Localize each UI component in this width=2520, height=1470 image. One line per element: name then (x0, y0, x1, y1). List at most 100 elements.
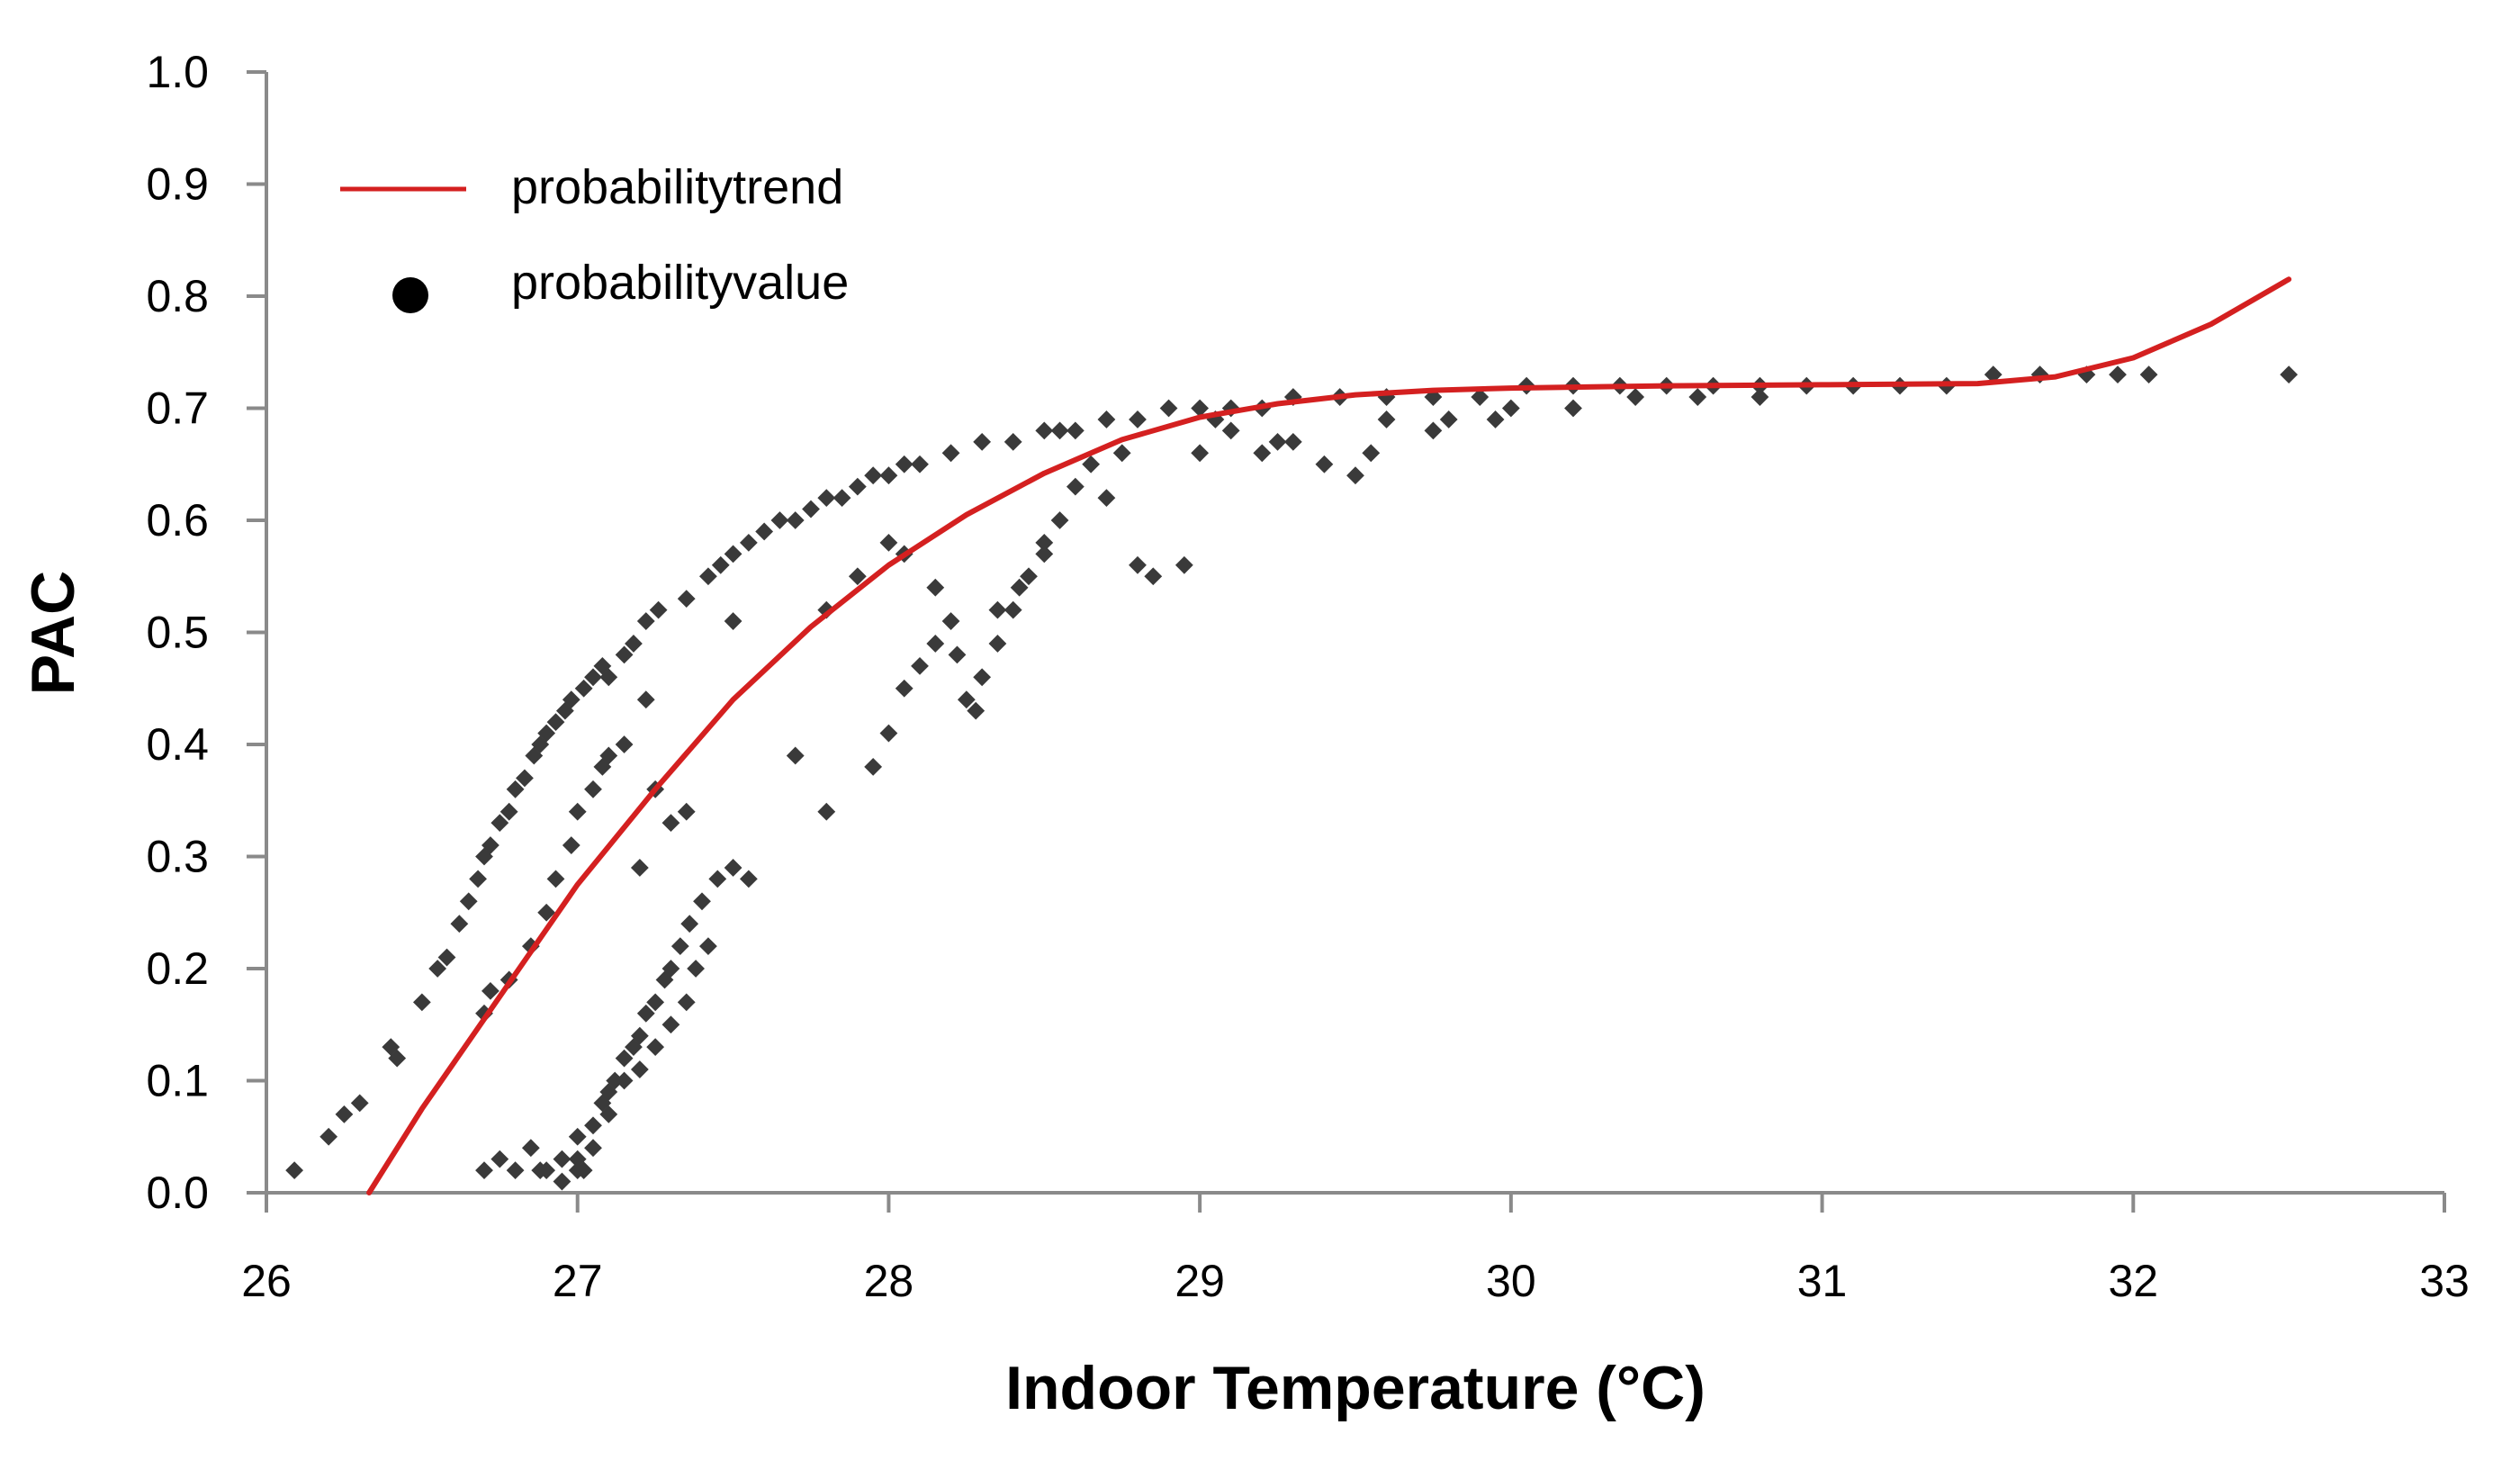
data-point (475, 1161, 493, 1179)
data-point (646, 993, 665, 1012)
data-point (412, 993, 431, 1012)
data-point (988, 600, 1007, 619)
y-tick-label: 0.5 (146, 608, 209, 658)
data-point (677, 802, 696, 821)
data-point (680, 915, 699, 933)
data-point (482, 836, 500, 854)
data-point (1564, 399, 1582, 418)
data-point (615, 1049, 634, 1068)
data-point (1424, 421, 1443, 440)
data-point (1486, 410, 1505, 428)
data-point (562, 836, 580, 854)
data-point (864, 466, 883, 485)
data-point (599, 1105, 618, 1123)
data-point (516, 769, 534, 788)
data-point (1362, 444, 1381, 463)
data-point (636, 612, 655, 630)
data-point (677, 590, 696, 609)
data-point (437, 948, 456, 967)
y-tick-label: 0.3 (146, 832, 209, 882)
data-point (724, 859, 742, 877)
data-point (1626, 388, 1645, 406)
data-point (948, 645, 967, 664)
data-point (350, 1094, 369, 1113)
legend-trend-label: probabilitytrend (511, 160, 843, 214)
data-point (615, 645, 634, 664)
data-point (630, 1026, 649, 1045)
data-point (1159, 399, 1178, 418)
data-point (1377, 410, 1396, 428)
data-point (574, 1161, 593, 1179)
data-point (428, 960, 447, 978)
data-point (973, 668, 992, 687)
data-point (2280, 365, 2299, 384)
data-point (817, 600, 836, 619)
data-point (584, 1139, 602, 1158)
data-point (1750, 388, 1769, 406)
data-point (636, 690, 655, 709)
data-point (739, 534, 758, 552)
data-point (615, 1071, 634, 1090)
data-point (1283, 432, 1302, 451)
data-point (832, 489, 851, 507)
data-point (2139, 365, 2158, 384)
x-tick-label: 32 (2108, 1256, 2158, 1306)
data-point (1004, 432, 1022, 451)
data-point (662, 814, 680, 833)
data-point (574, 679, 593, 698)
data-point (553, 1150, 572, 1168)
data-point (739, 870, 758, 888)
data-point (490, 814, 509, 833)
data-point (1004, 600, 1022, 619)
legend-value-swatch (392, 277, 428, 313)
y-tick-label: 0.6 (146, 495, 209, 546)
data-point (1191, 399, 1210, 418)
data-point (1066, 477, 1084, 496)
trend-line (366, 276, 2292, 1195)
data-point (879, 534, 898, 552)
data-point (562, 690, 580, 709)
data-point (786, 511, 805, 529)
data-point (320, 1127, 338, 1146)
data-point (967, 701, 986, 720)
data-point (711, 555, 730, 574)
y-tick-label: 0.0 (146, 1168, 209, 1218)
data-point (1471, 388, 1490, 406)
data-point (1010, 578, 1029, 597)
data-point (584, 668, 602, 687)
data-point (450, 915, 469, 933)
data-point (848, 477, 867, 496)
data-point (1129, 555, 1147, 574)
data-point (490, 1150, 509, 1168)
data-point (568, 802, 587, 821)
data-point (630, 859, 649, 877)
y-tick-label: 0.1 (146, 1056, 209, 1106)
data-point (1439, 410, 1458, 428)
ticks (247, 70, 2446, 1213)
data-point (1501, 399, 1520, 418)
data-point (879, 724, 898, 743)
x-tick-label: 26 (241, 1256, 292, 1306)
data-point (537, 724, 556, 743)
data-point (537, 903, 556, 922)
data-point (817, 802, 836, 821)
data-point (500, 802, 518, 821)
data-point (2109, 365, 2127, 384)
data-point (546, 713, 565, 731)
data-point (926, 635, 945, 653)
y-tick-label: 0.7 (146, 383, 209, 434)
data-point (1268, 432, 1287, 451)
data-point (1253, 444, 1272, 463)
data-point (1097, 410, 1116, 428)
data-point (1984, 365, 2002, 384)
data-point (1144, 567, 1163, 586)
data-point (649, 600, 668, 619)
scatter-points (285, 365, 2299, 1191)
data-point (693, 892, 711, 911)
y-tick-label: 0.8 (146, 271, 209, 321)
data-point (973, 432, 992, 451)
data-point (1097, 489, 1116, 507)
data-point (1346, 466, 1364, 485)
data-point (895, 679, 914, 698)
data-point (1035, 421, 1054, 440)
